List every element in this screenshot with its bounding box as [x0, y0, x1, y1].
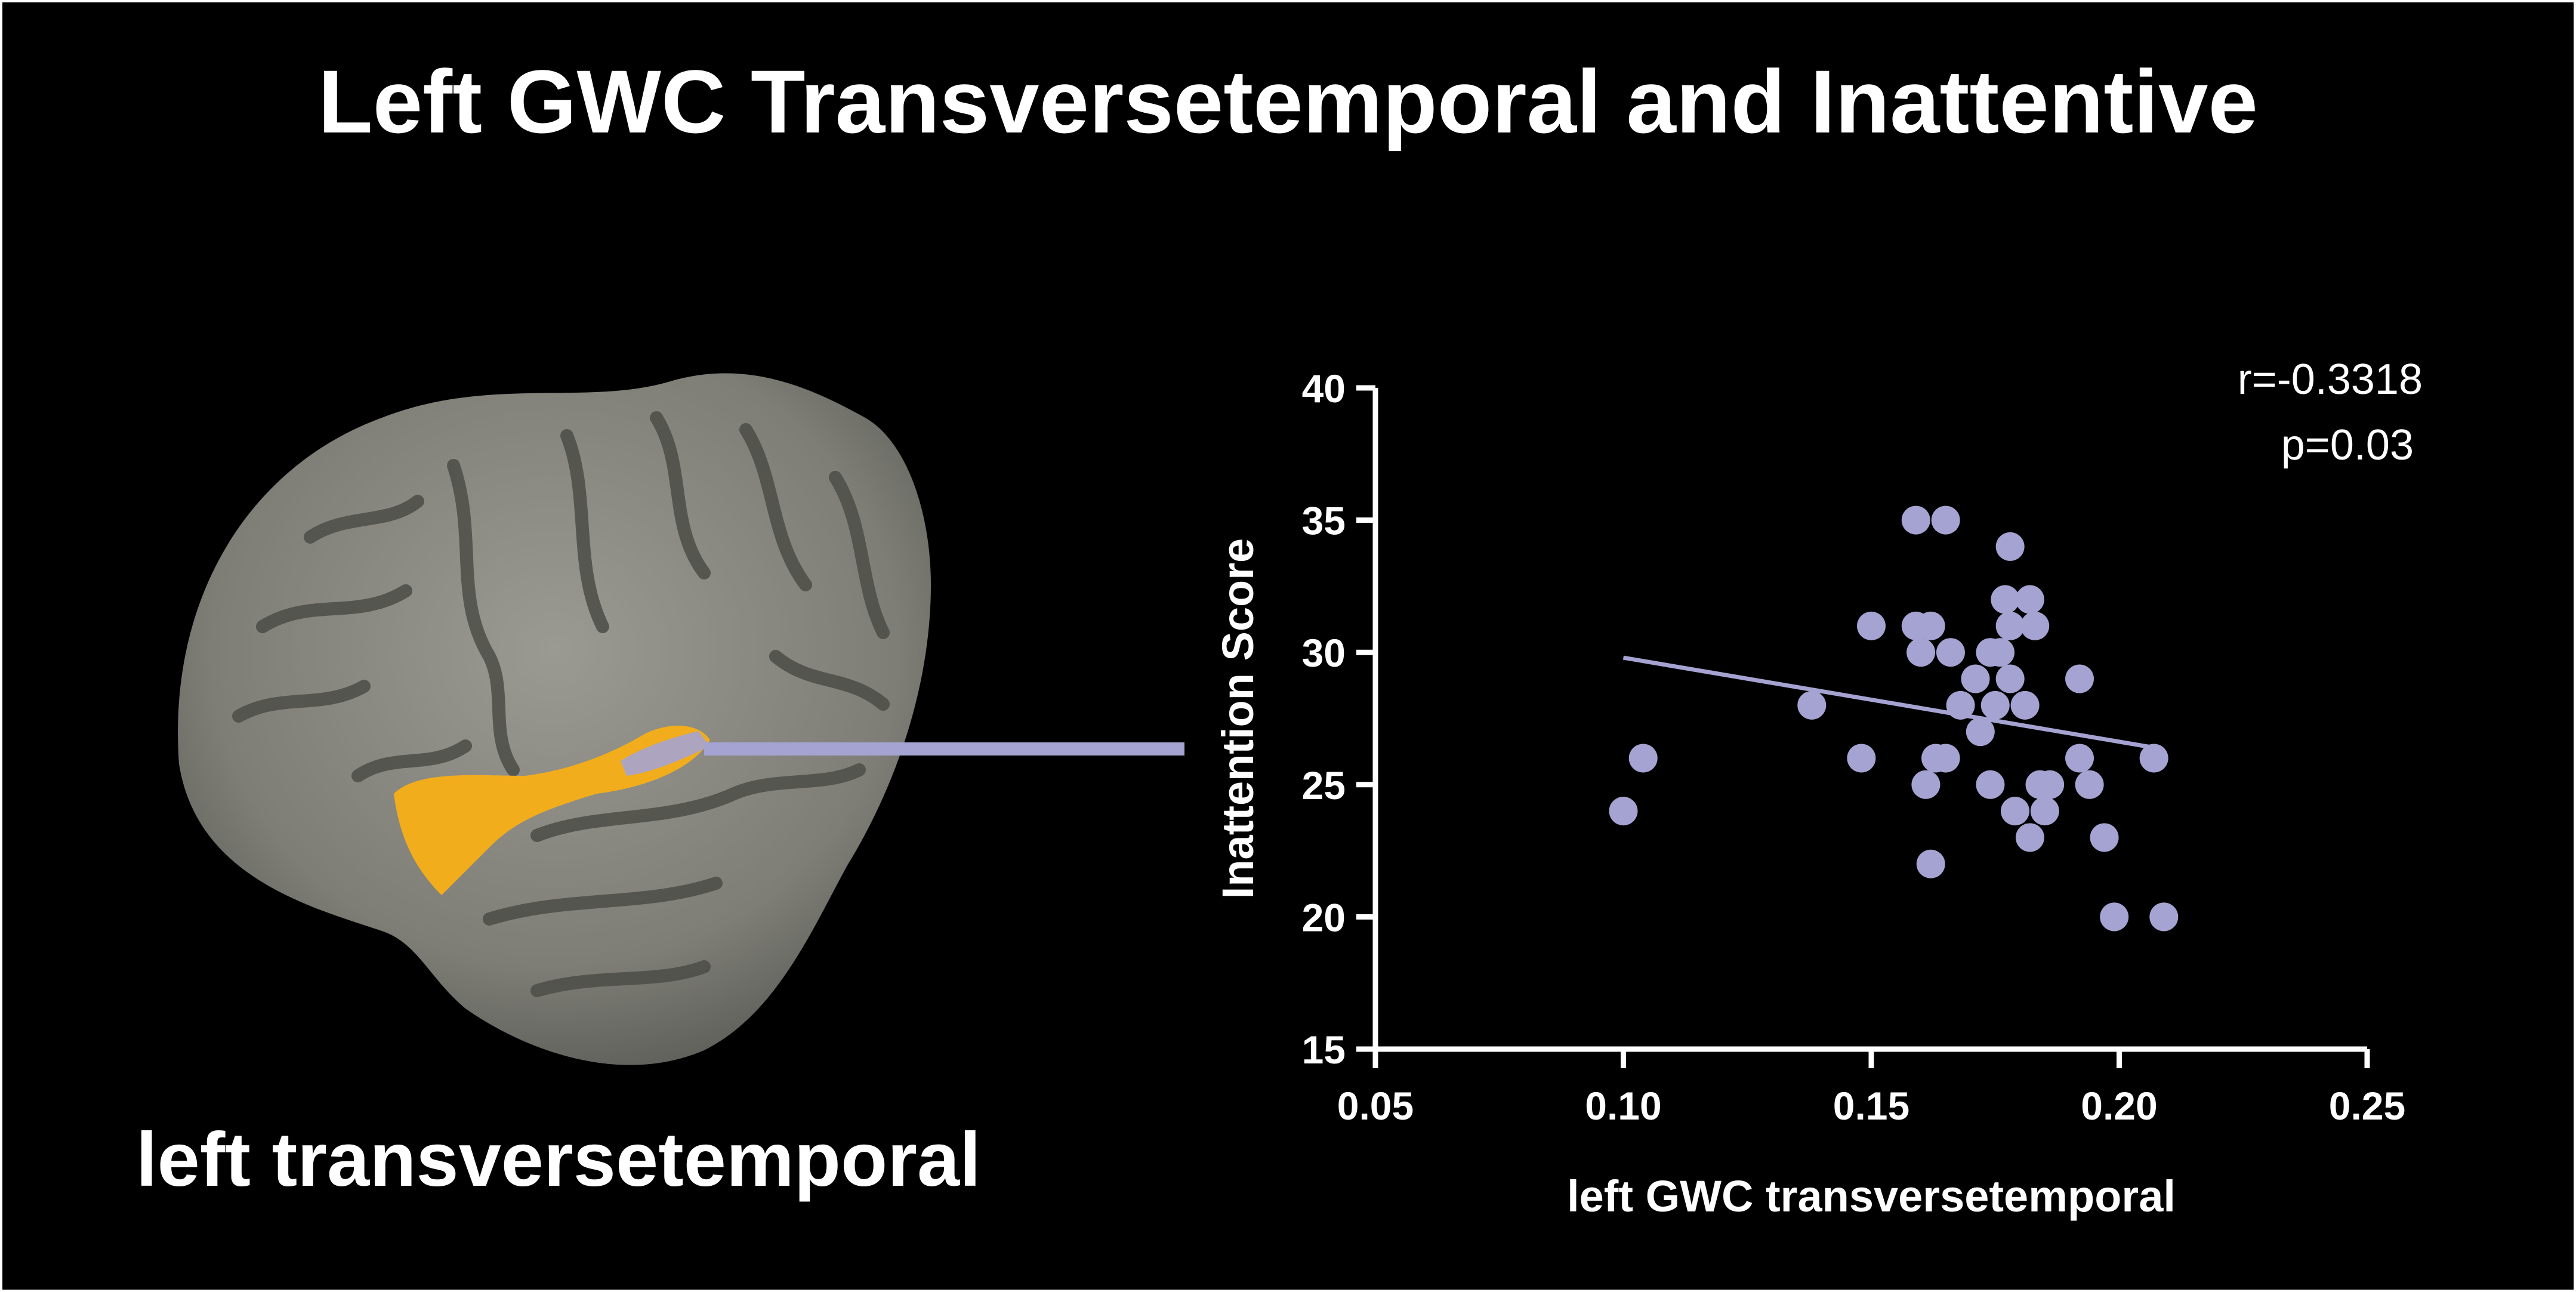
data-point — [2065, 664, 2094, 693]
data-point — [2139, 744, 2168, 773]
data-point — [1916, 611, 1945, 640]
chart-ticks: 0.05 0.10 0.15 0.20 0.25 15 20 25 30 35 40 — [1302, 366, 2406, 1128]
data-point — [1906, 638, 1936, 667]
data-point — [2000, 797, 2029, 826]
data-points — [1609, 505, 2179, 932]
data-point — [2035, 770, 2065, 799]
data-point — [2015, 823, 2044, 852]
data-point — [1931, 744, 1960, 773]
y-tick-label: 35 — [1302, 499, 1346, 543]
region-label: left transversetemporal — [136, 1117, 981, 1202]
data-point — [1609, 797, 1638, 826]
data-point — [1995, 532, 2025, 561]
y-axis-title: Inattention Score — [1213, 538, 1263, 899]
data-point — [1911, 770, 1941, 799]
data-point — [1628, 744, 1658, 773]
data-point — [2020, 611, 2050, 640]
data-point — [1991, 585, 2020, 614]
data-point — [1980, 690, 2010, 720]
data-point — [1966, 717, 1995, 747]
data-point — [1857, 611, 1886, 640]
x-axis-title: left GWC transversetemporal — [1567, 1171, 2176, 1221]
brain-cortex — [178, 373, 931, 1065]
data-point — [1961, 664, 1990, 693]
data-point — [2015, 585, 2044, 614]
data-point — [2010, 690, 2040, 720]
y-tick-label: 20 — [1302, 895, 1346, 939]
data-point — [2030, 797, 2059, 826]
x-tick-label: 0.25 — [2329, 1084, 2405, 1128]
x-tick-label: 0.15 — [1833, 1084, 1909, 1128]
data-point — [2065, 744, 2094, 773]
x-tick-label: 0.05 — [1337, 1084, 1414, 1128]
highlight-patch — [621, 731, 710, 776]
correlation-r-annotation: r=-0.3318 — [2238, 356, 2423, 403]
x-tick-label: 0.20 — [2081, 1084, 2157, 1128]
y-tick-label: 30 — [1302, 631, 1346, 675]
fit-line-group — [1622, 655, 2155, 750]
figure-title: Left GWC Transversetemporal and Inattent… — [318, 51, 2258, 152]
data-point — [1901, 505, 1930, 535]
data-point — [1936, 638, 1965, 667]
p-value-annotation: p=0.03 — [2281, 421, 2414, 469]
x-tick-label: 0.10 — [1585, 1084, 1661, 1128]
y-tick-label: 25 — [1302, 763, 1346, 807]
regression-line — [1622, 655, 2155, 750]
data-point — [1995, 611, 2025, 640]
data-point — [2075, 770, 2104, 799]
chart-axes — [1372, 388, 2367, 1052]
data-point — [1931, 505, 1960, 535]
data-point — [1916, 849, 1945, 878]
data-point — [2090, 823, 2119, 852]
data-point — [1995, 664, 2025, 693]
data-point — [1847, 744, 1876, 773]
data-point — [1976, 770, 2005, 799]
data-point — [2149, 902, 2179, 932]
y-tick-label: 40 — [1302, 366, 1346, 411]
data-point — [1986, 638, 2015, 667]
data-point — [1797, 690, 1827, 720]
data-point — [2100, 902, 2129, 932]
y-tick-label: 15 — [1302, 1028, 1346, 1072]
data-point — [1946, 690, 1975, 720]
